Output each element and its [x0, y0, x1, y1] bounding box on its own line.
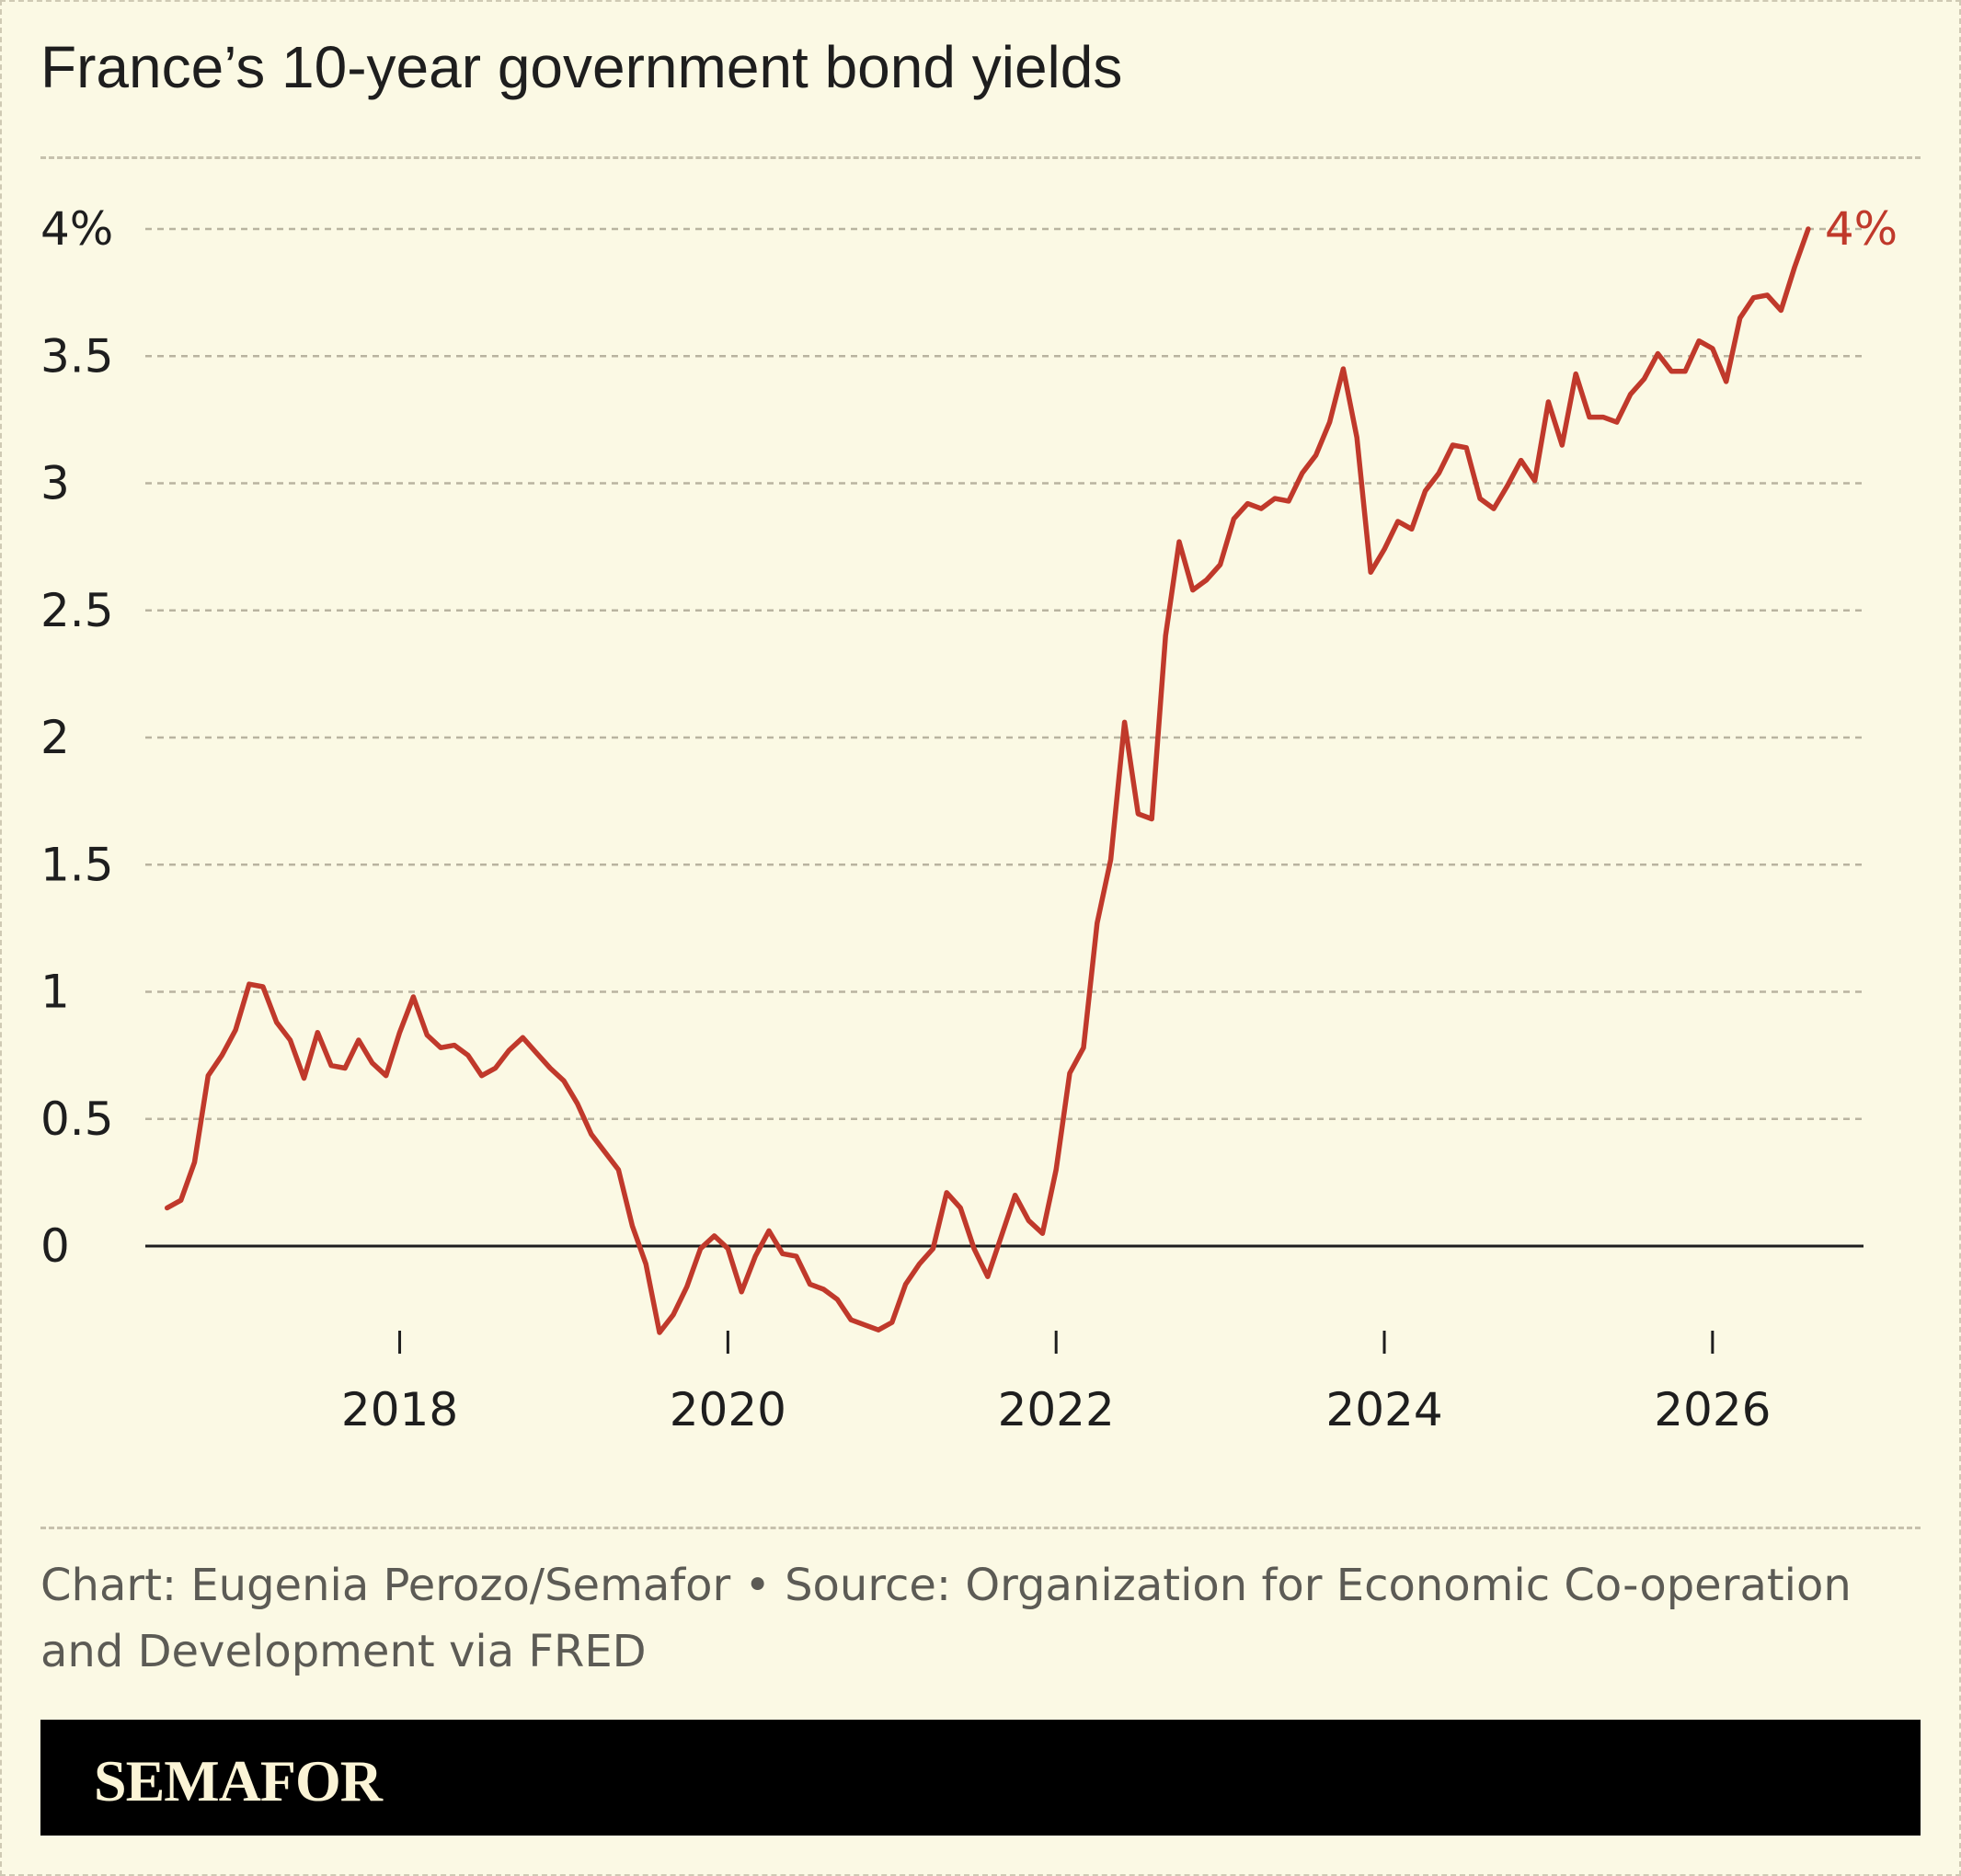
x-tick-label: 2018	[341, 1383, 458, 1436]
y-tick-label: 2	[40, 711, 70, 764]
y-tick-label: 2.5	[40, 584, 114, 637]
x-tick-label: 2020	[670, 1383, 786, 1436]
yield-series-line	[164, 226, 1811, 1335]
semafor-logo: SEMAFOR	[94, 1748, 383, 1813]
bottom-divider	[40, 1527, 1921, 1529]
x-tick-label: 2022	[998, 1383, 1115, 1436]
y-tick-label: 3.5	[40, 329, 114, 383]
series-layer: 4%	[164, 202, 1898, 1335]
grid-layer	[145, 227, 1864, 1248]
y-tick-label: 1.5	[40, 838, 114, 891]
axis-layer: 4% 3.5 3 2.5 2 1.5 1 0.5 0 2018 2020 2022 2024 2026	[40, 202, 1771, 1436]
y-tick-label: 4%	[40, 202, 113, 256]
line-chart: 4% 3.5 3 2.5 2 1.5 1 0.5 0 2018 2020 2022 2024 2026 4…	[40, 202, 1898, 1436]
chart-title: France’s 10-year government bond yields	[40, 34, 1123, 100]
end-value-label: 4%	[1825, 202, 1898, 256]
y-tick-label: 0	[40, 1219, 70, 1273]
y-tick-label: 0.5	[40, 1092, 114, 1146]
y-tick-label: 3	[40, 457, 70, 510]
brand-bar: SEMAFOR	[40, 1720, 1921, 1836]
source-note: Chart: Eugenia Perozo/Semafor • Source: …	[40, 1560, 1852, 1677]
x-tick-label: 2026	[1654, 1383, 1771, 1436]
top-divider	[40, 156, 1921, 159]
y-tick-label: 1	[40, 966, 70, 1019]
x-tick-label: 2024	[1325, 1383, 1442, 1436]
